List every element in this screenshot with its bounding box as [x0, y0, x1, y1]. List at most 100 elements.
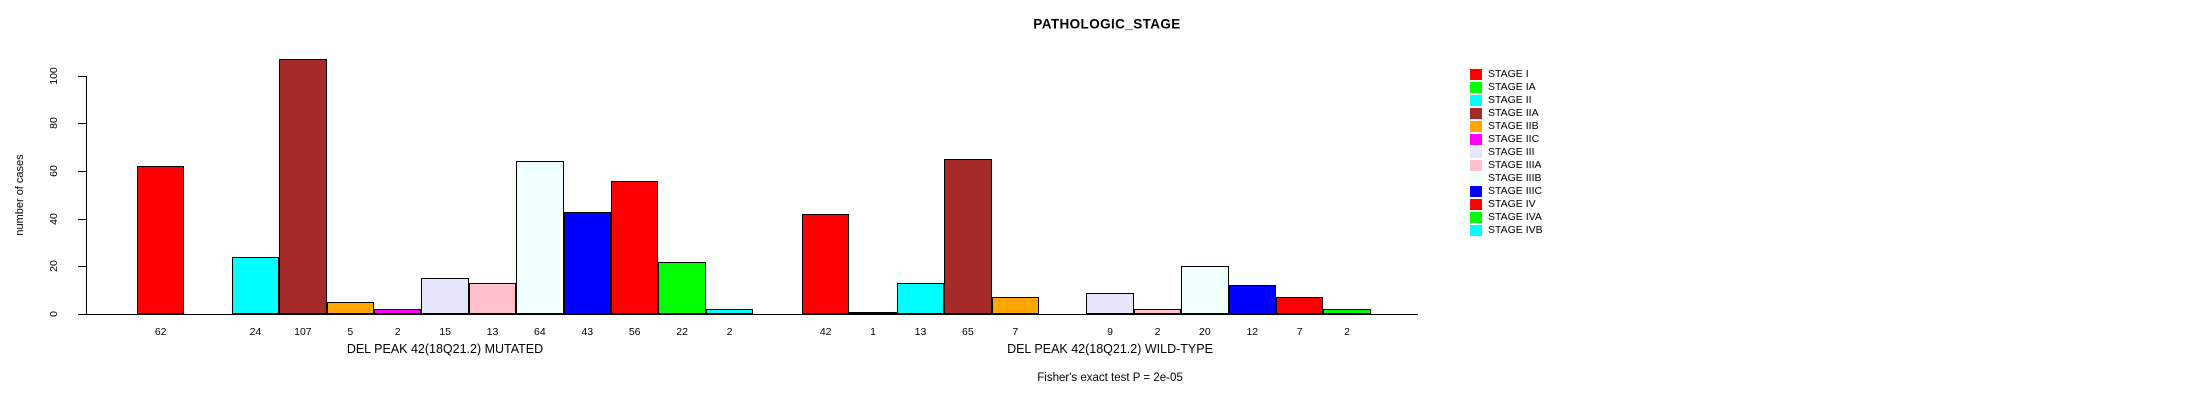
x-axis — [86, 314, 1418, 315]
legend-item: STAGE IVB — [1470, 224, 1543, 237]
legend-item: STAGE II — [1470, 94, 1543, 107]
legend-label: STAGE IVB — [1488, 224, 1543, 236]
bar-value-label: 62 — [154, 326, 167, 338]
y-axis-tick — [78, 171, 86, 173]
legend-swatch — [1470, 186, 1482, 197]
legend-swatch — [1470, 69, 1482, 80]
bar-stage-iib — [326, 302, 374, 314]
legend-swatch — [1470, 82, 1482, 93]
legend-label: STAGE IIIB — [1488, 172, 1542, 184]
legend-item: STAGE IV — [1470, 198, 1543, 211]
bar-value-label: 2 — [1154, 326, 1161, 338]
bar-stage-iv — [611, 180, 659, 314]
y-axis — [86, 76, 87, 315]
bar-stage-iic — [374, 309, 422, 314]
legend-swatch — [1470, 95, 1482, 106]
legend-label: STAGE I — [1488, 68, 1529, 80]
y-axis-tick — [78, 266, 86, 268]
bar-stage-iii — [1086, 292, 1134, 314]
y-axis-tick — [78, 75, 86, 77]
legend-swatch — [1470, 121, 1482, 132]
y-axis-tick — [78, 314, 86, 315]
bar-stage-iii — [421, 278, 469, 314]
bar-stage-ivb — [705, 309, 754, 314]
y-axis-tick-label: 20 — [48, 260, 60, 273]
legend-swatch — [1470, 108, 1482, 119]
bar-stage-iva — [658, 261, 706, 314]
bar-stage-iiia — [468, 283, 517, 314]
legend-item: STAGE IIA — [1470, 107, 1543, 120]
legend-item: STAGE IIC — [1470, 133, 1543, 146]
bar-value-label: 15 — [439, 326, 451, 338]
legend-swatch — [1470, 225, 1482, 236]
bar-stage-iia — [279, 59, 327, 314]
bar-value-label: 7 — [1296, 326, 1303, 338]
legend-label: STAGE IA — [1488, 81, 1536, 93]
bar-value-label: 22 — [676, 326, 688, 338]
bar-value-label: 7 — [1012, 326, 1019, 338]
bar-value-label: 9 — [1107, 326, 1114, 338]
legend-label: STAGE IV — [1488, 198, 1536, 210]
y-axis-tick-label: 0 — [48, 311, 60, 317]
legend-swatch — [1470, 147, 1482, 158]
bar-value-label: 64 — [534, 326, 546, 338]
legend-item: STAGE III — [1470, 146, 1543, 159]
y-axis-tick — [78, 123, 86, 125]
bar-stage-iib — [991, 297, 1039, 314]
legend-item: STAGE IIB — [1470, 120, 1543, 133]
bar-value-label: 42 — [819, 326, 832, 338]
bar-stage-iiib — [516, 161, 564, 314]
bar-value-label: 2 — [394, 326, 401, 338]
legend-label: STAGE IIIA — [1488, 159, 1542, 171]
legend-swatch — [1470, 199, 1482, 210]
bar-value-label: 2 — [1344, 326, 1351, 338]
bar-value-label: 43 — [581, 326, 594, 338]
x-axis-label-wild-type: DEL PEAK 42(18Q21.2) WILD-TYPE — [1007, 342, 1213, 356]
bar-value-label: 1 — [870, 326, 877, 338]
y-axis-tick-label: 80 — [48, 117, 60, 130]
legend-item: STAGE I — [1470, 68, 1543, 81]
legend-label: STAGE IVA — [1488, 211, 1542, 223]
bar-value-label: 5 — [347, 326, 354, 338]
bar-stage-ii — [896, 283, 945, 314]
bar-value-label: 65 — [962, 326, 974, 338]
y-axis-tick-label: 40 — [48, 212, 60, 225]
bar-stage-iia — [944, 159, 992, 314]
bar-value-label: 107 — [294, 326, 312, 338]
legend-item: STAGE IIIC — [1470, 185, 1543, 198]
y-axis-label: number of cases — [14, 154, 26, 236]
legend-item: STAGE IVA — [1470, 211, 1543, 224]
legend-swatch — [1470, 212, 1482, 223]
y-axis-tick-label: 100 — [48, 66, 60, 85]
legend-swatch — [1470, 134, 1482, 145]
bar-value-label: 13 — [914, 326, 927, 338]
legend-label: STAGE IIB — [1488, 120, 1539, 132]
legend-item: STAGE IIIA — [1470, 159, 1543, 172]
legend-label: STAGE III — [1488, 146, 1535, 158]
legend-label: STAGE II — [1488, 94, 1532, 106]
legend-label: STAGE IIC — [1488, 133, 1540, 145]
legend: STAGE I STAGE IA STAGE II STAGE IIA STAGE II… — [1470, 68, 1543, 237]
bar-value-label: 20 — [1199, 326, 1211, 338]
bar-value-label: 24 — [249, 326, 262, 338]
y-axis-tick-label: 60 — [48, 165, 60, 177]
bar-value-label: 56 — [628, 326, 641, 338]
legend-swatch — [1470, 173, 1482, 184]
bar-stage-ia — [849, 311, 897, 314]
bar-stage-iiic — [563, 211, 611, 314]
bar-stage-iiia — [1133, 309, 1182, 314]
legend-label: STAGE IIA — [1488, 107, 1539, 119]
legend-swatch — [1470, 160, 1482, 171]
y-axis-tick — [78, 218, 86, 220]
fisher-test-note: Fisher's exact test P = 2e-05 — [1037, 372, 1183, 384]
bar-value-label: 13 — [486, 326, 499, 338]
legend-label: STAGE IIIC — [1488, 185, 1543, 197]
legend-item: STAGE IIIB — [1470, 172, 1543, 185]
bar-stage-iiic — [1228, 285, 1276, 314]
bar-stage-iv — [1276, 297, 1324, 314]
bar-stage-iiib — [1181, 266, 1229, 314]
bar-stage-ii — [231, 256, 280, 314]
bar-value-label: 2 — [726, 326, 733, 338]
bar-stage-i — [137, 166, 185, 314]
